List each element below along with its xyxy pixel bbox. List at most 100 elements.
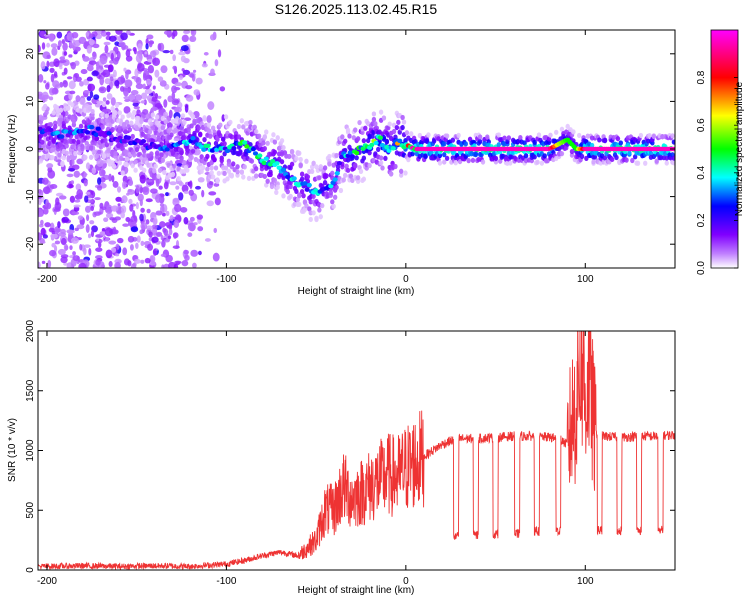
spectrogram-cell — [113, 110, 118, 116]
spectrogram-noise-blob — [95, 259, 101, 266]
spectrogram-cell — [152, 168, 157, 174]
spectrogram-noise-blob — [193, 222, 198, 226]
spectrogram-noise-blob — [76, 224, 85, 230]
snr-y-label: SNR (10 * v/v) — [7, 418, 18, 482]
spectrogram-cell — [591, 159, 596, 165]
spectrogram-cell — [275, 135, 280, 141]
spectrogram-cell — [180, 113, 186, 119]
spectrogram-cell — [347, 133, 352, 139]
colorbar-tick-label: 0.6 — [696, 118, 707, 132]
spectrogram-cell — [302, 199, 308, 205]
spectrogram-cell — [196, 165, 201, 171]
spectrogram-noise-blob — [161, 239, 166, 248]
spectrogram-noise-blob — [151, 224, 158, 230]
spectrogram-noise-blob — [88, 38, 95, 46]
spectrogram-cell — [311, 160, 316, 166]
spectrogram-noise-blob — [151, 106, 158, 111]
spectrogram-cell — [367, 162, 372, 169]
spectrogram-noise-blob — [173, 99, 180, 104]
spectrogram-core-cell — [332, 177, 338, 182]
spectrogram-noise-blob — [38, 91, 44, 97]
spectrogram-noise-blob — [60, 237, 67, 246]
spectrogram-noise-blob — [147, 58, 154, 63]
spectrogram-noise-blob — [139, 185, 143, 194]
spectrogram-cell — [444, 155, 450, 161]
spectrogram-cell — [170, 150, 176, 156]
spectrogram-noise-blob — [94, 197, 101, 201]
spectrogram-cell — [592, 154, 598, 160]
spectrogram-cell — [61, 155, 67, 161]
spectrogram-core-cell — [291, 176, 297, 181]
spectrogram-noise-blob — [38, 208, 43, 218]
y-tick-label: 20 — [25, 48, 36, 60]
spectrogram-noise-blob — [157, 43, 162, 51]
spectrogram-cell — [322, 165, 328, 171]
spectrogram-cell — [120, 114, 125, 120]
spectrogram-noise-blob — [62, 80, 68, 88]
spectrogram-noise-blob — [135, 202, 139, 210]
spectrogram-cell — [330, 199, 335, 205]
spectrogram-cell — [156, 122, 161, 128]
spectrogram-noise-blob — [63, 51, 68, 56]
spectrogram-cell — [384, 138, 390, 144]
spectrogram-noise-blob — [46, 202, 52, 210]
spectrogram-noise-blob — [127, 260, 132, 267]
spectrogram-noise-blob — [53, 71, 58, 78]
spectrogram-noise-blob — [73, 170, 80, 178]
spectrogram-cell — [378, 160, 384, 166]
spectrogram-noise-blob — [42, 207, 49, 215]
spectrogram-cell — [373, 121, 378, 127]
spectrogram-noise-blob — [121, 195, 128, 204]
spectrogram-cell — [542, 153, 547, 159]
spectrogram-cell — [209, 165, 214, 171]
spectrogram-noise-blob — [169, 181, 177, 186]
spectrogram-cell — [391, 128, 397, 135]
spectrogram-cell — [173, 127, 179, 133]
spectrogram-cell — [212, 157, 217, 163]
spectrogram-cell — [297, 193, 302, 199]
spectrogram-cell — [162, 169, 167, 175]
spectrogram-noise-blob — [117, 237, 124, 244]
spectrogram-noise-blob — [147, 243, 154, 251]
spectrogram-cell — [198, 131, 203, 137]
spectrogram-noise-blob — [214, 59, 219, 67]
spectrogram-core-cell — [93, 132, 99, 137]
spectrogram-cell — [179, 150, 184, 156]
spectrogram-noise-blob — [108, 35, 117, 42]
spectrogram-noise-blob — [42, 234, 48, 239]
spectrogram-cell — [182, 135, 187, 141]
spectrogram-noise-blob — [207, 101, 215, 110]
spectrogram-cell — [480, 159, 486, 165]
spectrogram-cell — [307, 206, 312, 212]
spectrogram-cell — [370, 133, 375, 139]
spectrogram-noise-blob — [115, 261, 121, 268]
spectrogram-noise-blob — [41, 260, 46, 264]
spectrogram-noise-blob — [145, 225, 153, 230]
spectrogram-cell — [272, 139, 278, 145]
spectrogram-noise-blob — [99, 64, 103, 70]
spectrogram-cell — [334, 152, 339, 159]
spectrogram-noise-blob — [155, 210, 163, 216]
spectrogram-cell — [630, 157, 635, 164]
spectrogram-cell — [64, 143, 69, 149]
spectrogram-noise-blob — [125, 55, 133, 62]
spectrogram-core-cell — [140, 139, 147, 144]
spectrogram-cell — [609, 156, 615, 163]
spectrogram-noise-blob — [174, 82, 182, 87]
colorbar-gradient — [710, 29, 739, 269]
spectrogram-noise-blob — [132, 102, 139, 107]
spectrogram-noise-blob — [134, 68, 139, 78]
spectrogram-noise-blob — [124, 79, 133, 88]
spectrogram-core-cell — [373, 140, 379, 146]
y-tick-label: -20 — [25, 237, 36, 252]
spectrogram-noise-blob — [135, 242, 139, 249]
spectrogram-cell — [383, 155, 388, 161]
y-tick-label: 1500 — [25, 379, 36, 402]
spectrogram-cell — [124, 119, 130, 125]
spectrogram-noise-blob — [115, 30, 123, 35]
spectrogram-cell — [453, 160, 458, 166]
spectrogram-cell — [396, 119, 401, 125]
spectrogram-cell — [311, 193, 316, 200]
spectrogram-cell — [142, 167, 147, 173]
spectrogram-noise-blob — [149, 50, 157, 58]
